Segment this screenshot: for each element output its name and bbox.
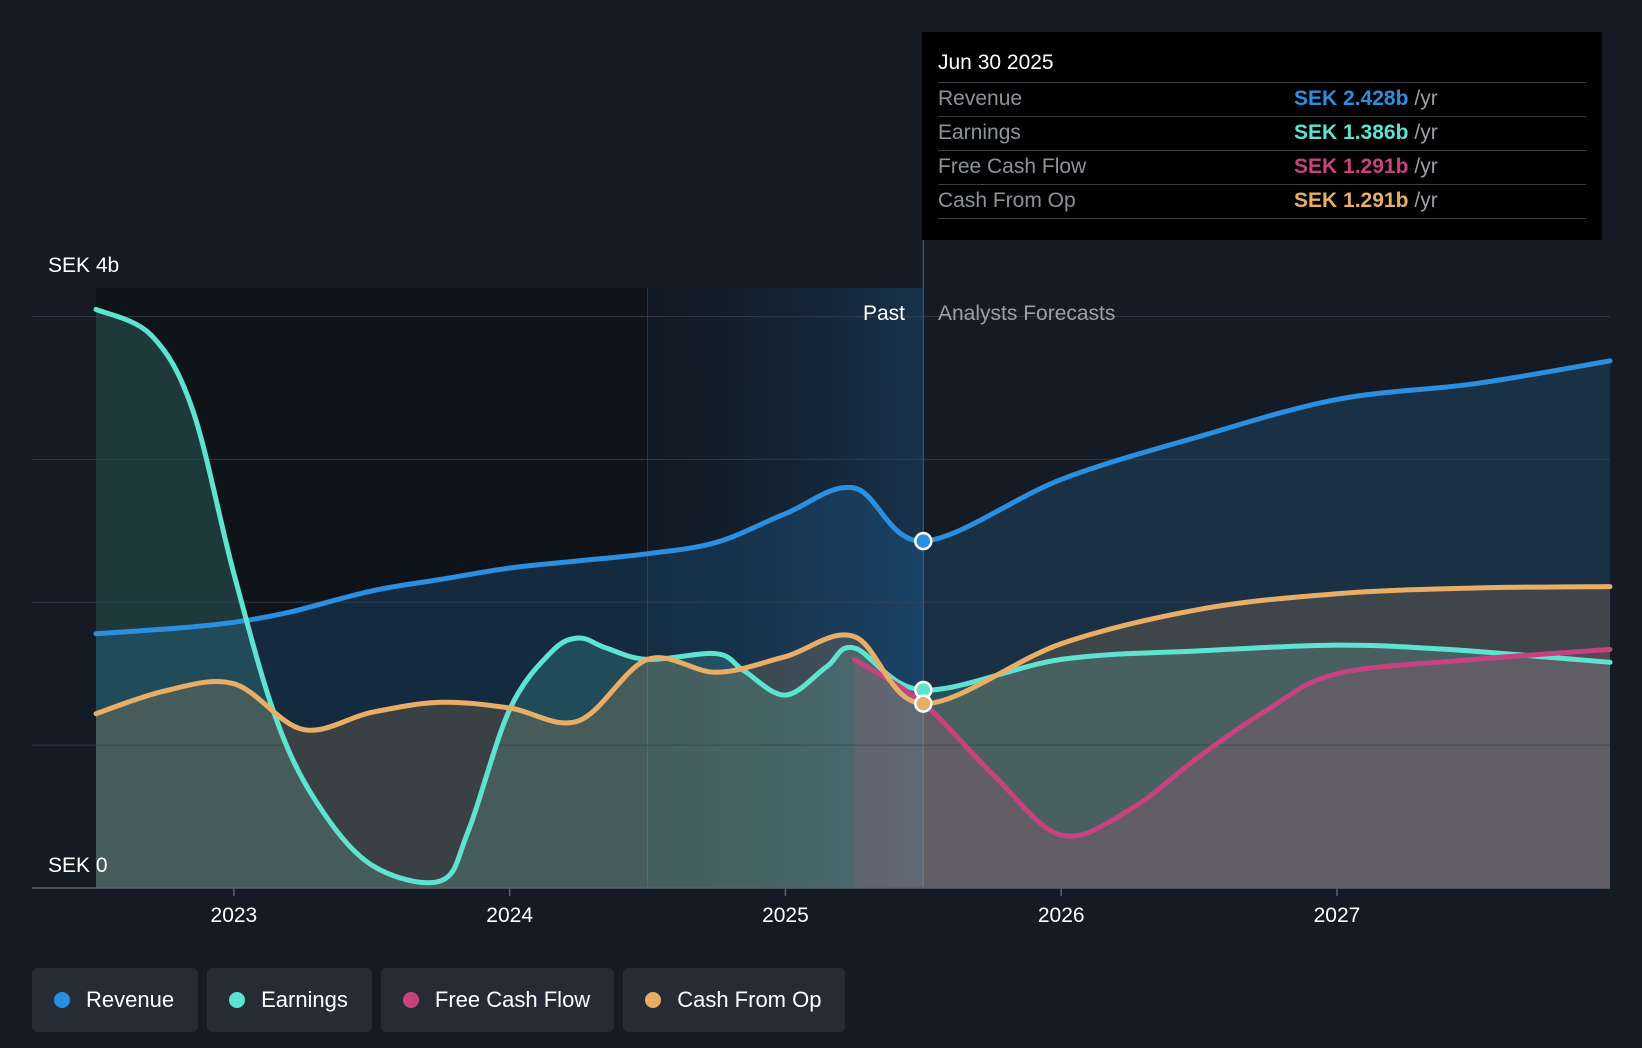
- tooltip-unit: /yr: [1414, 155, 1438, 178]
- revenue-area: [96, 360, 1610, 888]
- earnings-dot-icon: [229, 992, 246, 1008]
- legend-item-cash-from-op[interactable]: Cash From Op: [623, 968, 846, 1032]
- legend: Revenue Earnings Free Cash Flow Cash Fro…: [32, 968, 846, 1032]
- tooltip-unit: /yr: [1414, 87, 1438, 110]
- revenue-dot-icon: [54, 992, 70, 1008]
- legend-item-free-cash-flow[interactable]: Free Cash Flow: [380, 968, 615, 1032]
- tooltip-value: SEK 1.291b: [1294, 189, 1409, 212]
- tooltip-row-cash-from-op: Cash From Op SEK 1.291b /yr: [938, 185, 1586, 219]
- tooltip-row-free-cash-flow: Free Cash Flow SEK 1.291b /yr: [938, 151, 1586, 185]
- y-axis-top-label: SEK 4b: [48, 254, 119, 277]
- x-tick-label: 2024: [486, 904, 533, 927]
- legend-label: Cash From Op: [677, 987, 822, 1012]
- highlight-region: [647, 288, 924, 888]
- x-tick-label: 2023: [211, 904, 258, 927]
- x-tick-label: 2026: [1038, 904, 1085, 927]
- tooltip-label: Earnings: [938, 121, 1021, 144]
- free-cash-flow-line: [851, 646, 1613, 839]
- legend-label: Revenue: [86, 987, 175, 1012]
- legend-label: Free Cash Flow: [434, 987, 591, 1012]
- tooltip-label: Free Cash Flow: [938, 155, 1087, 178]
- tooltip-value: SEK 2.428b: [1294, 87, 1409, 110]
- tooltip-unit: /yr: [1414, 189, 1438, 212]
- cash-from-op-dot-icon: [645, 992, 662, 1008]
- legend-label: Earnings: [261, 987, 348, 1012]
- revenue-marker: [914, 531, 933, 551]
- tooltip-value: SEK 1.386b: [1294, 121, 1409, 144]
- earnings-area: [96, 309, 1610, 888]
- tooltip-row-earnings: Earnings SEK 1.386b /yr: [938, 117, 1586, 151]
- legend-item-revenue[interactable]: Revenue: [32, 968, 199, 1032]
- tooltip-label: Cash From Op: [938, 189, 1076, 212]
- y-axis-bottom-label: SEK 0: [48, 854, 108, 877]
- tooltip: Jun 30 2025 Revenue SEK 2.428b /yr Earni…: [922, 32, 1602, 240]
- tooltip-date: Jun 30 2025: [938, 48, 1586, 83]
- forecast-label: Analysts Forecasts: [938, 302, 1115, 325]
- past-label: Past: [863, 302, 905, 325]
- tooltip-label: Revenue: [938, 87, 1023, 110]
- free-cash-flow-dot-icon: [402, 992, 419, 1008]
- legend-item-earnings[interactable]: Earnings: [207, 968, 372, 1032]
- x-tick-label: 2025: [762, 904, 809, 927]
- x-tick-label: 2027: [1314, 904, 1361, 927]
- tooltip-value: SEK 1.291b: [1294, 155, 1409, 178]
- cash-from-op-line: [93, 584, 1613, 733]
- revenue-line: [93, 358, 1613, 637]
- cash-from-op-marker: [914, 694, 933, 713]
- earnings-line: [93, 306, 1613, 886]
- tooltip-unit: /yr: [1414, 121, 1438, 144]
- tooltip-row-revenue: Revenue SEK 2.428b /yr: [938, 83, 1586, 117]
